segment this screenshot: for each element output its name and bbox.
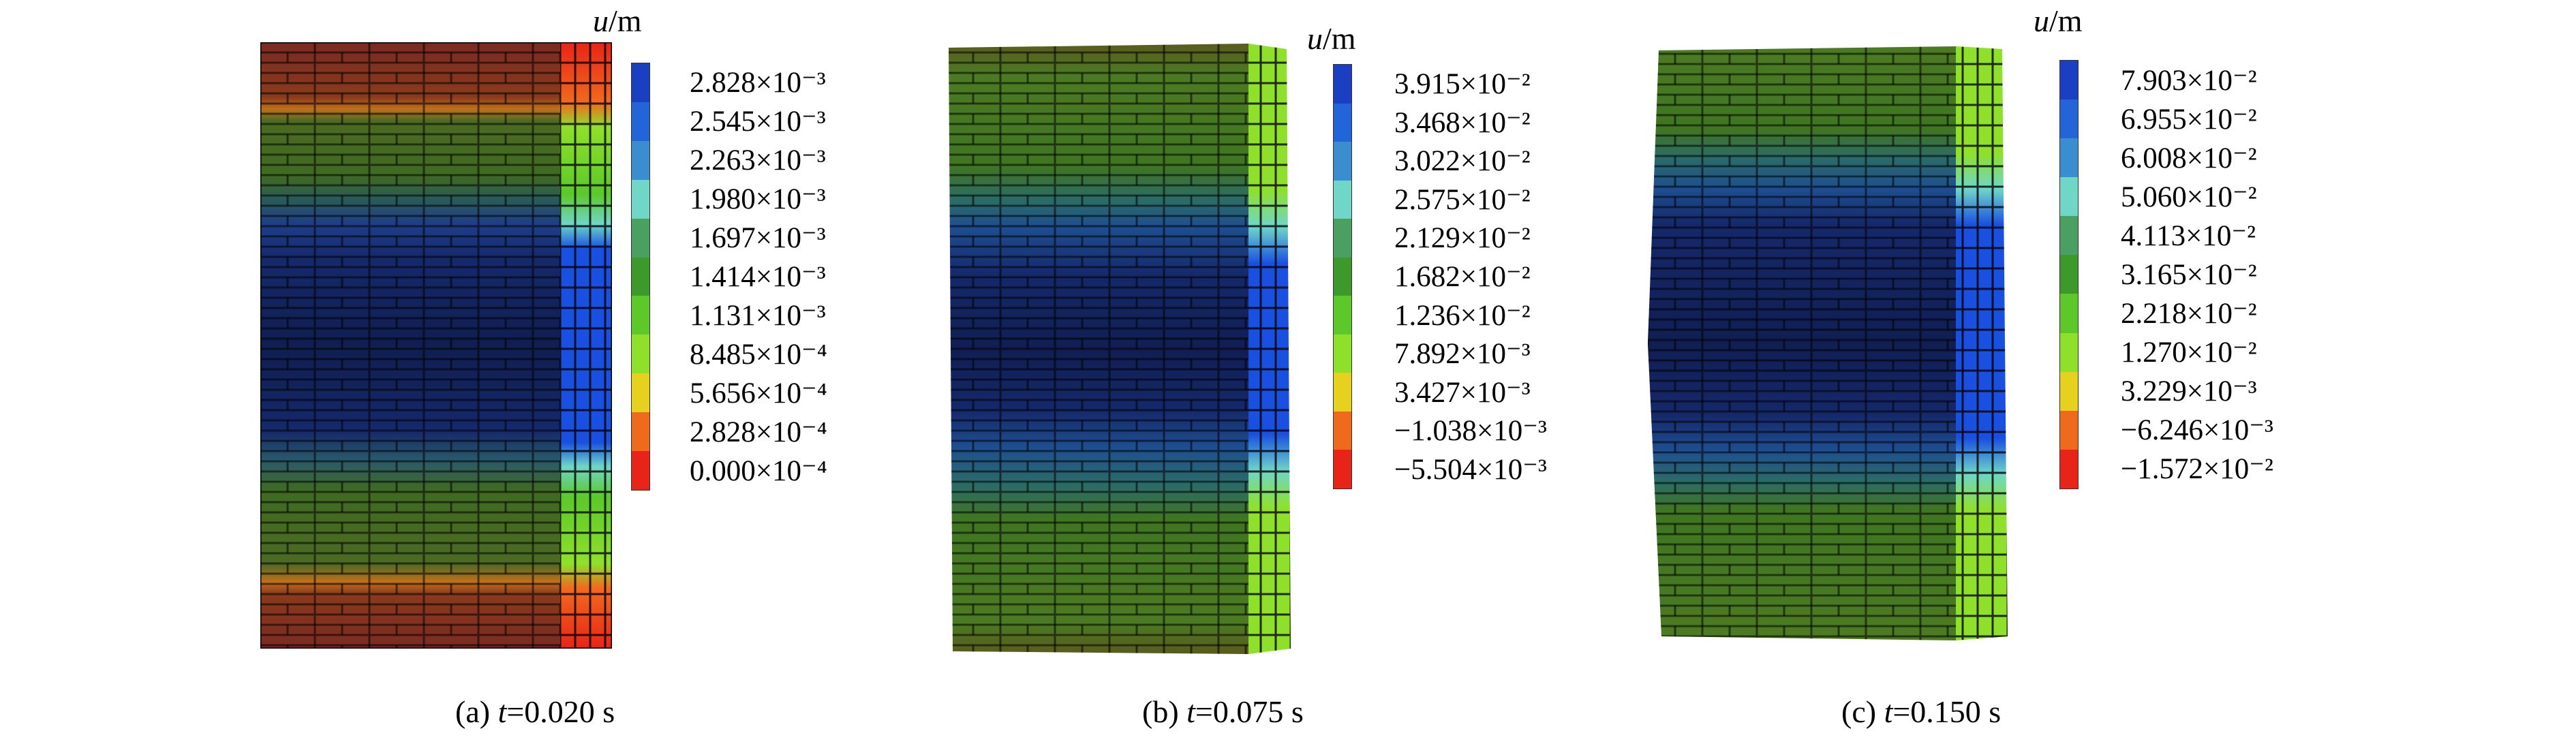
- colorbar-tick-label: 2.129×10⁻²: [1394, 222, 1531, 255]
- colorbar-c: [2059, 60, 2079, 489]
- colorbar-segment: [632, 179, 649, 219]
- wall-contour-b: [949, 44, 1291, 654]
- colorbar-tick-label: −5.504×10⁻³: [1394, 453, 1547, 486]
- colorbar-tick-label: 2.263×10⁻³: [690, 144, 826, 177]
- colorbar-segment: [1334, 142, 1351, 181]
- unit-label-a: u/m: [593, 3, 642, 38]
- colorbar-segment: [2060, 294, 2078, 333]
- wall-contour-a: [260, 42, 612, 649]
- colorbar-b: [1333, 64, 1352, 489]
- colorbar-tick-label: 2.218×10⁻²: [2121, 298, 2257, 330]
- colorbar-segment: [2060, 371, 2078, 411]
- colorbar-segment: [2060, 449, 2078, 489]
- wall-contour-c: [1648, 46, 2008, 640]
- colorbar-tick-label: 3.165×10⁻²: [2121, 259, 2257, 291]
- colorbar-tick-label: 6.008×10⁻²: [2121, 142, 2257, 174]
- colorbar-segment: [632, 373, 649, 413]
- colorbar-tick-label: 2.545×10⁻³: [690, 106, 826, 138]
- colorbar-tick-label: 3.468×10⁻²: [1394, 106, 1531, 139]
- colorbar-tick-label: 3.427×10⁻³: [1394, 376, 1531, 409]
- colorbar-segment: [2060, 410, 2078, 450]
- caption-a: (a) t=0.020 s: [455, 694, 615, 729]
- colorbar-tick-label: 7.892×10⁻³: [1394, 338, 1531, 371]
- colorbar-tick-label: 1.697×10⁻³: [690, 222, 826, 255]
- colorbar-segment: [1334, 103, 1351, 142]
- colorbar-segment: [632, 296, 649, 335]
- colorbar-tick-label: 3.229×10⁻³: [2121, 375, 2257, 408]
- colorbar-segment: [2060, 177, 2078, 217]
- colorbar-tick-label: 2.828×10⁻⁴: [690, 416, 827, 448]
- colorbar-segment: [632, 218, 649, 258]
- unit-label-b: u/m: [1307, 21, 1356, 56]
- colorbar-tick-label: 5.656×10⁻⁴: [690, 377, 827, 409]
- caption-b: (b) t=0.075 s: [1142, 694, 1304, 729]
- colorbar-tick-label: 6.955×10⁻²: [2121, 103, 2257, 136]
- colorbar-segment: [632, 63, 649, 102]
- colorbar-tick-label: 0.000×10⁻⁴: [690, 454, 827, 487]
- colorbar-segment: [1334, 373, 1351, 412]
- colorbar-tick-label: 4.113×10⁻²: [2121, 219, 2256, 252]
- colorbar-segment: [1334, 219, 1351, 258]
- colorbar-segment: [1334, 450, 1351, 489]
- colorbar-tick-label: −1.572×10⁻²: [2121, 453, 2273, 486]
- colorbar-segment: [632, 257, 649, 296]
- colorbar-tick-label: 1.980×10⁻³: [690, 183, 826, 216]
- colorbar-a: [631, 63, 650, 491]
- colorbar-segment: [2060, 61, 2078, 100]
- colorbar-tick-label: 1.414×10⁻³: [690, 261, 826, 293]
- colorbar-tick-label: 1.236×10⁻²: [1394, 299, 1531, 332]
- colorbar-tick-label: 1.131×10⁻³: [690, 299, 826, 332]
- colorbar-segment: [2060, 255, 2078, 294]
- colorbar-tick-label: 3.915×10⁻²: [1394, 68, 1531, 101]
- colorbar-segment: [2060, 99, 2078, 139]
- colorbar-segment: [1334, 65, 1351, 104]
- colorbar-tick-label: 1.270×10⁻²: [2121, 337, 2257, 369]
- colorbar-segment: [632, 140, 649, 180]
- colorbar-segment: [2060, 216, 2078, 255]
- colorbar-segment: [2060, 138, 2078, 178]
- colorbar-segment: [1334, 334, 1351, 373]
- colorbar-tick-label: 2.828×10⁻³: [690, 67, 826, 99]
- colorbar-segment: [632, 451, 649, 490]
- colorbar-tick-label: 2.575×10⁻²: [1394, 183, 1531, 216]
- colorbar-segment: [1334, 296, 1351, 335]
- colorbar-tick-label: 7.903×10⁻²: [2121, 64, 2257, 97]
- colorbar-segment: [1334, 257, 1351, 296]
- colorbar-segment: [1334, 411, 1351, 450]
- colorbar-segment: [632, 412, 649, 452]
- unit-label-c: u/m: [2034, 3, 2083, 38]
- colorbar-segment: [2060, 332, 2078, 372]
- colorbar-tick-label: 1.682×10⁻²: [1394, 261, 1531, 293]
- colorbar-segment: [1334, 180, 1351, 219]
- colorbar-tick-label: 8.485×10⁻⁴: [690, 338, 827, 371]
- colorbar-tick-label: 3.022×10⁻²: [1394, 145, 1531, 178]
- caption-c: (c) t=0.150 s: [1841, 694, 2002, 729]
- colorbar-tick-label: −6.246×10⁻³: [2121, 414, 2273, 447]
- colorbar-segment: [632, 335, 649, 374]
- colorbar-tick-label: 5.060×10⁻²: [2121, 181, 2257, 213]
- colorbar-segment: [632, 102, 649, 141]
- colorbar-tick-label: −1.038×10⁻³: [1394, 415, 1547, 448]
